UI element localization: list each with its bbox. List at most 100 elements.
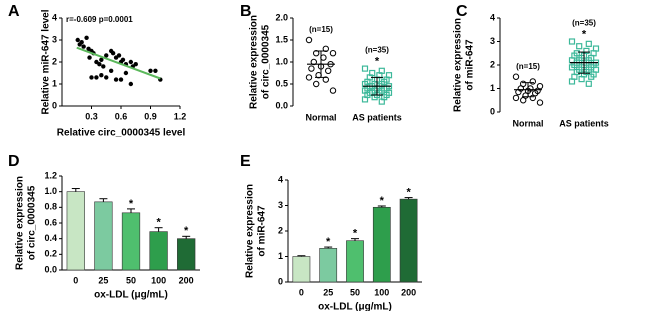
n-label: (n=35) [365, 46, 389, 55]
point [110, 51, 116, 56]
point [568, 38, 576, 45]
point [585, 40, 592, 47]
point [148, 68, 153, 74]
y-axis-label: Relative expression [453, 18, 464, 112]
bar [399, 198, 418, 283]
y-tick-label: 2 [52, 56, 57, 66]
bar [372, 206, 391, 283]
point [529, 94, 536, 102]
point [305, 36, 313, 44]
panel-letter: A [8, 3, 20, 20]
point [118, 77, 124, 82]
significance: * [380, 195, 385, 207]
point [120, 57, 126, 62]
point [79, 40, 84, 45]
y-tick-label: 2.0 [275, 12, 288, 22]
bar [319, 248, 338, 283]
y-tick-label: 0.6 [44, 217, 57, 227]
y-tick-label: 1.5 [275, 34, 288, 44]
point [308, 65, 315, 72]
fit-line [76, 46, 161, 80]
point [520, 97, 527, 104]
y-tick-label: 1 [52, 78, 57, 88]
significance: * [129, 198, 134, 210]
y-tick-label: 2 [278, 225, 283, 235]
x-tick-label: 200 [401, 287, 416, 297]
y-tick-label: 1.0 [275, 56, 288, 66]
y-axis-label: of miR-647 [465, 39, 476, 91]
bar [177, 238, 196, 271]
y-tick-label: 0 [490, 106, 495, 116]
point [585, 80, 592, 87]
y-tick-label: 1 [278, 251, 283, 261]
annotation: r=-0.609 p=0.0001 [66, 15, 133, 24]
x-tick-label: 50 [126, 275, 136, 285]
point [81, 44, 86, 49]
x-tick-label: AS patients [559, 118, 609, 128]
y-tick-label: 1 [490, 83, 495, 93]
y-axis-label: of circ_0000345 [27, 185, 38, 260]
point [325, 67, 332, 75]
y-axis-label: Relative expression [15, 176, 26, 270]
point [87, 55, 92, 60]
panel-letter: E [240, 153, 251, 170]
point [512, 73, 520, 80]
n-label: (n=15) [309, 25, 333, 34]
bar [66, 191, 85, 271]
panel-letter: D [8, 153, 20, 170]
point [116, 53, 122, 58]
point [133, 61, 138, 67]
significance: * [375, 56, 380, 68]
point [101, 64, 106, 69]
point [329, 50, 337, 57]
point [113, 77, 119, 82]
point [512, 94, 520, 102]
x-tick-label: 0 [73, 275, 78, 285]
y-tick-label: 0.0 [275, 100, 288, 110]
x-tick-label: 25 [323, 287, 333, 297]
point [313, 80, 320, 88]
y-tick-label: 0.5 [275, 78, 288, 88]
significance: * [406, 187, 411, 199]
y-tick-label: 0 [278, 276, 283, 286]
y-tick-label: 1.2 [44, 170, 57, 180]
y-axis-label: Relative expression [249, 15, 260, 109]
y-tick-label: 0.0 [44, 264, 57, 274]
y-tick-label: 2 [490, 59, 495, 69]
x-tick-label: Normal [305, 112, 336, 122]
y-tick-label: 3 [278, 200, 283, 210]
y-tick-label: 0 [52, 100, 57, 110]
bar [121, 212, 141, 271]
point [99, 73, 104, 78]
point [320, 54, 327, 61]
point [576, 43, 583, 50]
x-tick-label: 0.6 [115, 111, 128, 121]
x-tick-label: 0 [299, 287, 304, 297]
point [305, 74, 313, 81]
y-tick-label: 0.4 [44, 233, 57, 243]
point [378, 98, 385, 105]
significance: * [326, 236, 331, 248]
significance: * [156, 217, 161, 229]
x-tick-label: 100 [151, 275, 166, 285]
y-axis-label: Relative miR-647 level [41, 9, 52, 114]
point [84, 35, 89, 40]
point [128, 81, 134, 87]
y-tick-label: 4 [278, 174, 283, 184]
y-tick-label: 4 [490, 12, 495, 22]
point [536, 99, 544, 106]
point [94, 75, 99, 80]
point [89, 75, 94, 80]
x-tick-label: 1.2 [174, 111, 187, 121]
y-axis-label: of circ_0000345 [261, 24, 272, 99]
point [361, 65, 369, 72]
panel-letter: C [456, 3, 468, 20]
y-tick-label: 4 [52, 12, 57, 22]
n-label: (n=35) [572, 19, 596, 28]
x-axis-label: ox-LDL (μg/mL) [318, 302, 392, 311]
point [108, 68, 114, 74]
point [568, 64, 576, 71]
y-axis-label: of miR-647 [257, 205, 268, 257]
point [104, 53, 109, 58]
